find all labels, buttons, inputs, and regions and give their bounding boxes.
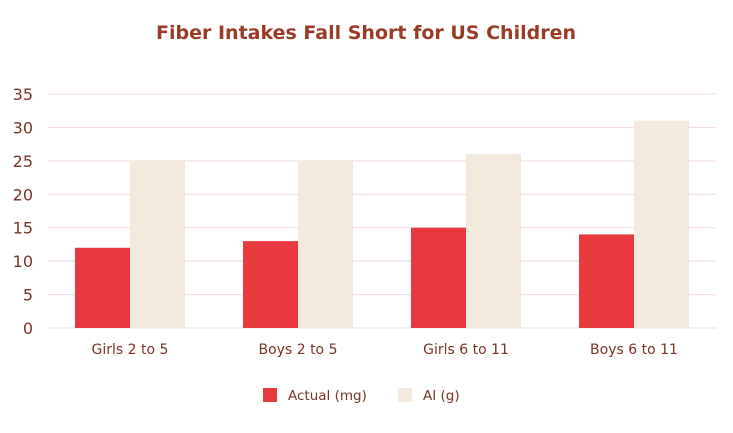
- bar-actual: [411, 227, 466, 328]
- bars: [75, 120, 689, 328]
- y-tick-label: 15: [13, 219, 33, 238]
- x-category-label: Girls 6 to 11: [423, 342, 509, 358]
- legend-label-actual: Actual (mg): [288, 388, 367, 404]
- bar-ai: [298, 160, 353, 328]
- y-tick-label: 25: [13, 152, 33, 171]
- chart-title: Fiber Intakes Fall Short for US Children: [156, 22, 576, 44]
- y-tick-label: 35: [13, 85, 33, 104]
- bar-actual: [579, 234, 634, 328]
- legend-swatch-ai: [398, 388, 412, 402]
- legend-label-ai: AI (g): [423, 388, 460, 404]
- bar-ai: [634, 120, 689, 328]
- y-tick-label: 30: [13, 118, 33, 137]
- x-category-label: Girls 2 to 5: [92, 342, 169, 358]
- x-category-label: Boys 6 to 11: [590, 342, 678, 358]
- y-tick-label: 5: [23, 286, 33, 305]
- x-axis-labels: Girls 2 to 5 Boys 2 to 5 Girls 6 to 11 Boys…: [92, 342, 678, 358]
- x-category-label: Boys 2 to 5: [259, 342, 338, 358]
- y-tick-label: 20: [13, 185, 33, 204]
- legend-swatch-actual: [263, 388, 277, 402]
- bar-actual: [75, 247, 130, 328]
- legend: Actual (mg) AI (g): [263, 388, 460, 404]
- bar-actual: [243, 241, 298, 328]
- y-tick-label: 10: [13, 252, 33, 271]
- y-axis-ticks: 0 5 10 15 20 25 30 35: [13, 85, 33, 338]
- bar-ai: [466, 154, 521, 328]
- y-tick-label: 0: [23, 319, 33, 338]
- bar-ai: [130, 160, 185, 328]
